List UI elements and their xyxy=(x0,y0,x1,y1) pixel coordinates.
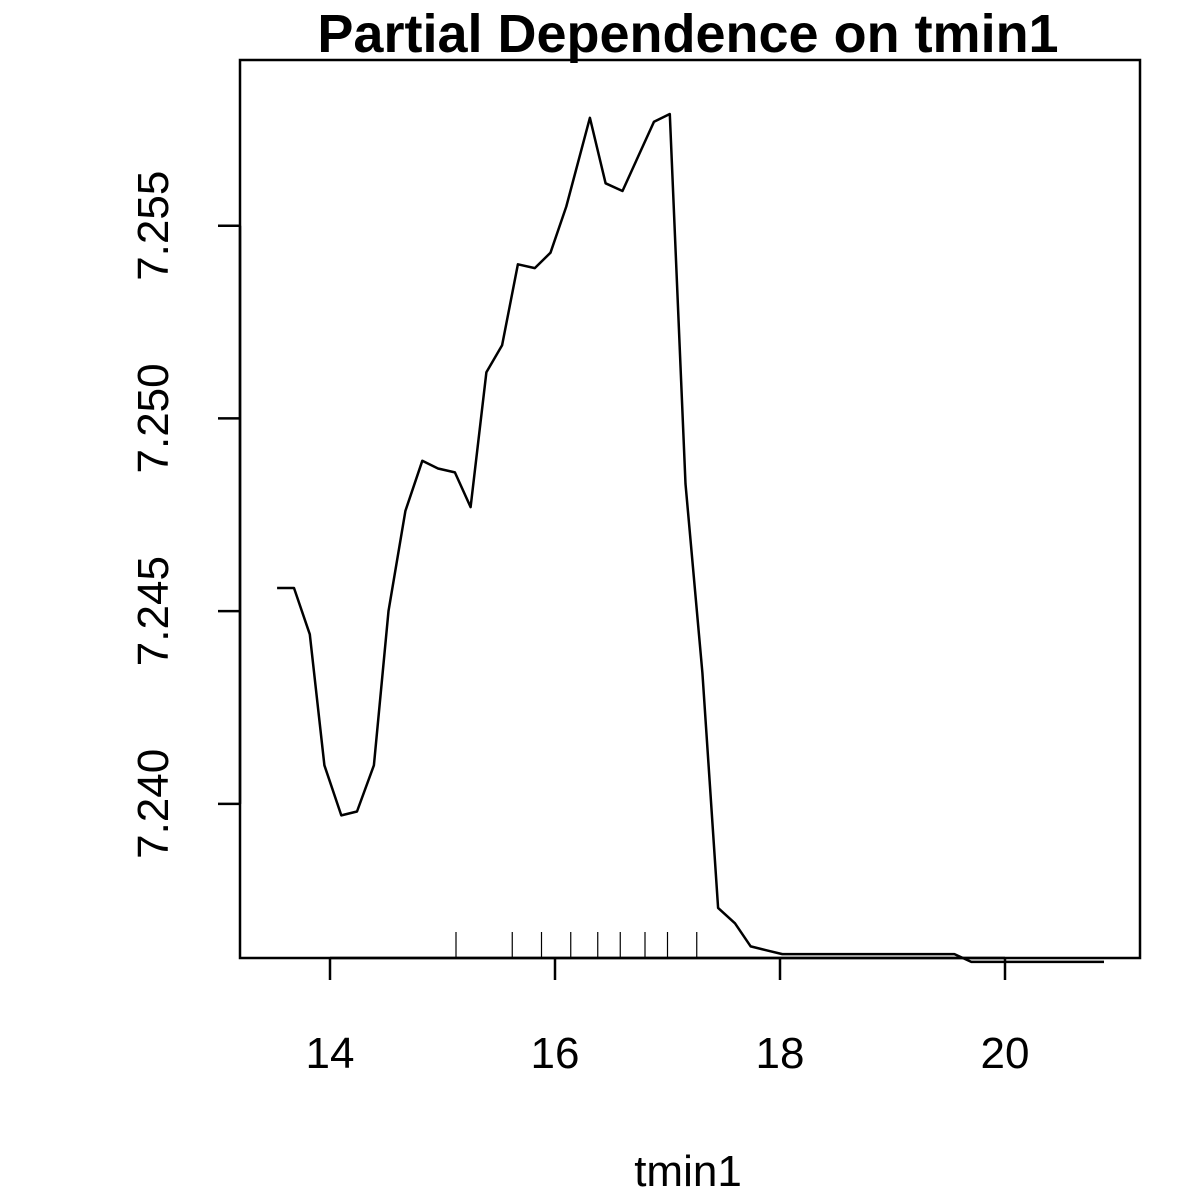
partial-dependence-line xyxy=(277,112,1104,964)
chart-title: Partial Dependence on tmin1 xyxy=(317,4,1058,64)
x-tick-label: 20 xyxy=(981,1029,1030,1078)
plot-area xyxy=(238,58,1142,960)
x-axis: 14 16 18 20 xyxy=(306,956,1030,1078)
y-tick-label: 7.245 xyxy=(129,556,178,666)
y-tick-label: 7.255 xyxy=(129,171,178,281)
y-axis: 7.240 7.245 7.250 7.255 xyxy=(129,171,242,859)
x-tick-label: 14 xyxy=(306,1029,355,1078)
y-tick-label: 7.250 xyxy=(129,363,178,473)
x-tick-label: 18 xyxy=(756,1029,805,1078)
rug-marks xyxy=(455,932,698,958)
series-group xyxy=(277,112,1104,964)
x-axis-title: tmin1 xyxy=(634,1147,742,1196)
x-tick-label: 16 xyxy=(531,1029,580,1078)
y-tick-label: 7.240 xyxy=(129,749,178,859)
